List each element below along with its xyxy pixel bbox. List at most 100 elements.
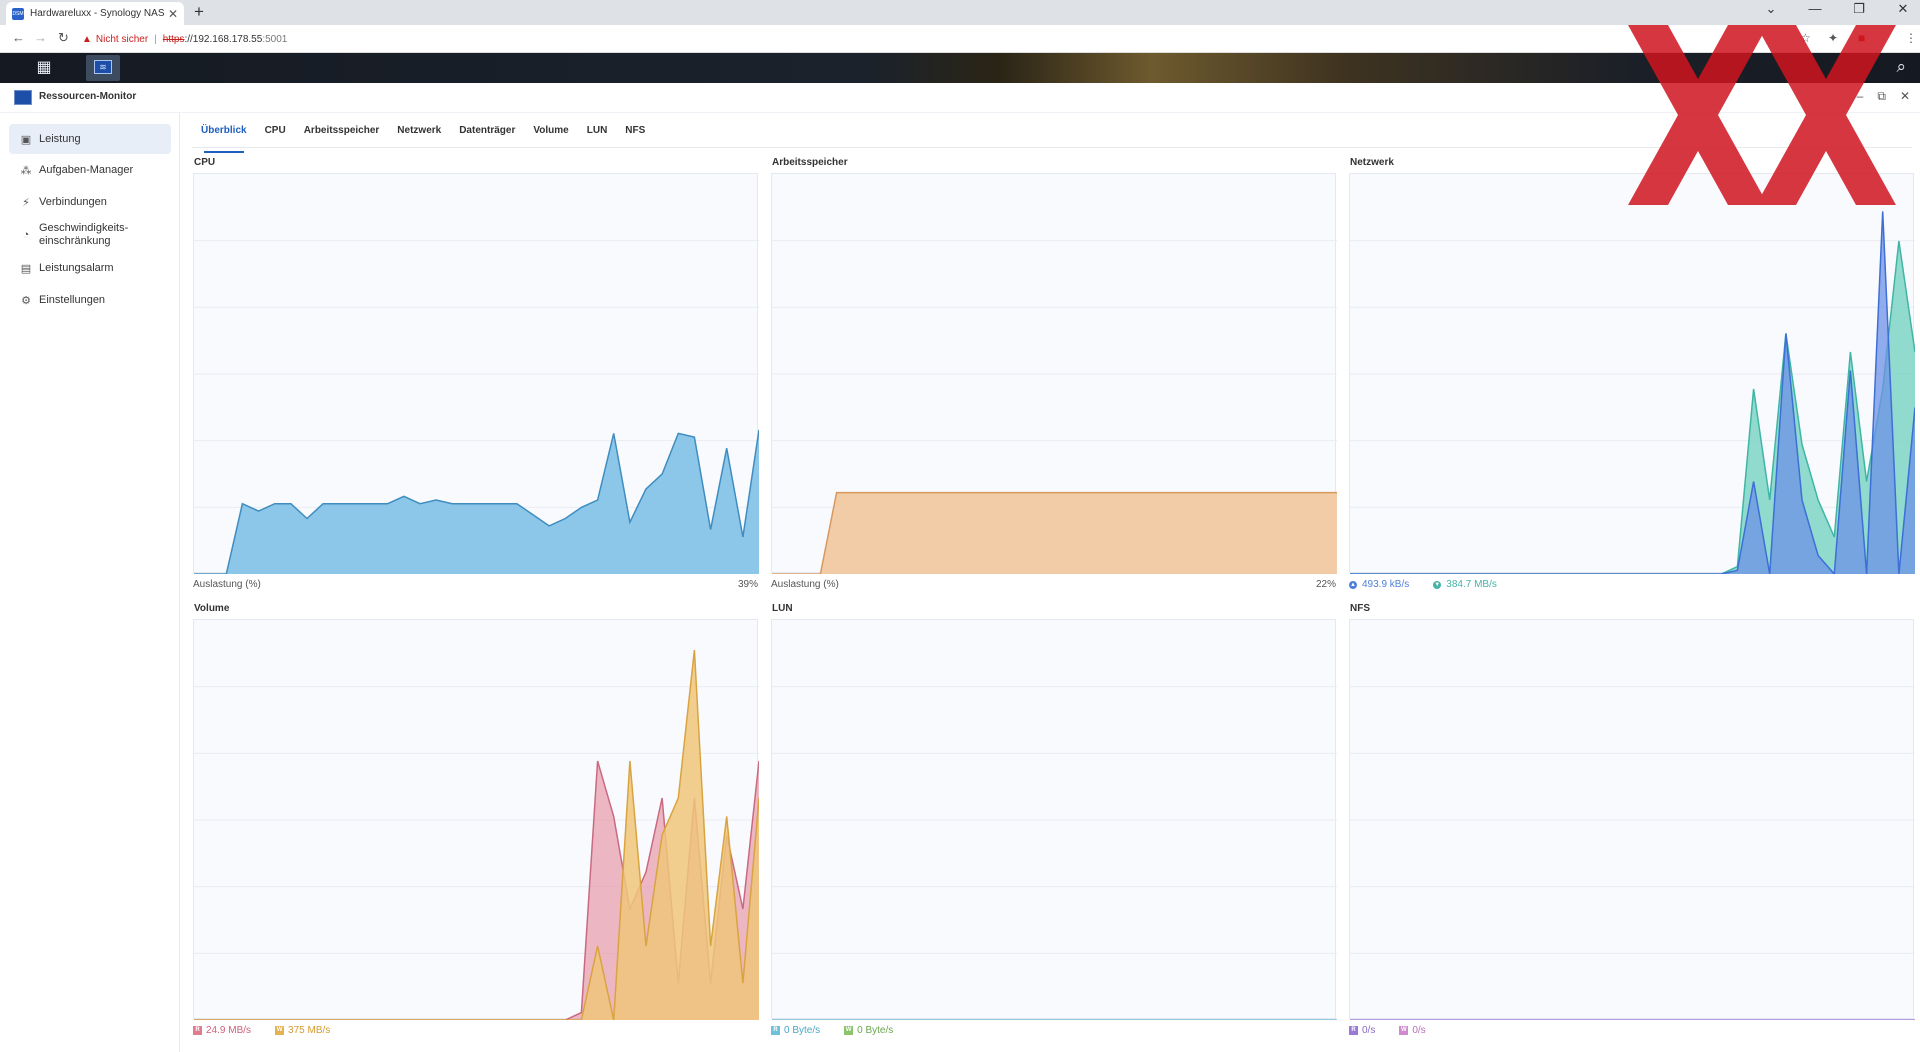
new-tab-button[interactable]: + (194, 2, 204, 21)
tab-volume[interactable]: Volume (533, 125, 569, 136)
sidebar-item-label: Aufgaben-Manager (39, 164, 134, 176)
tab-nfs[interactable]: NFS (625, 125, 646, 136)
download-arrow-icon: ▼ (1433, 580, 1442, 589)
sidebar-item-label-multiline: Geschwindigkeits- einschränkung (39, 222, 128, 248)
series-area-0 (194, 429, 759, 574)
sidebar-item-verbindungen[interactable]: ⚡ Verbindungen (9, 187, 171, 217)
read-badge-icon: R (193, 1026, 202, 1035)
extension-red-icon[interactable]: ■ (1858, 31, 1866, 45)
sidebar-item-aufgaben-manager[interactable]: ⁂ Aufgaben-Manager (9, 155, 171, 185)
window-minimize-icon[interactable]: – (1856, 89, 1864, 103)
sidebar-item-label: Verbindungen (39, 196, 107, 208)
search-icon[interactable]: ⌕ (1896, 57, 1906, 76)
series-area-0 (194, 650, 759, 1020)
window-maximize-icon[interactable]: ⧉ (1877, 89, 1886, 103)
dsm-favicon-icon: DSM (12, 7, 24, 20)
upload-arrow-icon: ▲ (1349, 580, 1357, 589)
network-upload-legend: ▲ 493.9 kB/s (1349, 579, 1409, 590)
memory-chart (771, 173, 1337, 574)
nfs-read-value: 0/s (1362, 1025, 1376, 1036)
reload-icon[interactable]: ↻ (58, 30, 69, 45)
tasks-icon: ⁂ (20, 164, 32, 177)
series-line-1 (1350, 211, 1915, 574)
window-controls: ⌄ — ❐ ✕ (1764, 1, 1910, 17)
nfs-chart (1349, 619, 1915, 1020)
lun-read-value: 0 Byte/s (784, 1025, 821, 1036)
browser-tab-bar: DSM Hardwareluxx - Synology NAS ✕ + ⌄ — … (0, 0, 1920, 25)
sidebar: ▣ Leistung ⁂ Aufgaben-Manager ⚡ Verbindu… (0, 113, 180, 1052)
volume-chart-svg (194, 649, 759, 1020)
sidebar-item-geschwindigkeitseinschraenkung[interactable]: ◔ Geschwindigkeits- einschränkung (9, 219, 171, 251)
back-icon[interactable]: ← (12, 30, 25, 45)
url-separator: | (154, 33, 157, 45)
lun-footer: R 0 Byte/s W 0 Byte/s (771, 1025, 1336, 1036)
write-badge-icon: W (1399, 1026, 1409, 1035)
panel-title: Volume (194, 603, 230, 614)
minimize-button[interactable]: — (1808, 1, 1822, 16)
series-line-0 (194, 649, 759, 1020)
nfs-write-value: 0/s (1412, 1025, 1426, 1036)
lun-chart (771, 619, 1337, 1020)
dsm-taskbar: ▦ ≋ ⌕ (0, 53, 1920, 83)
volume-read-value: 24.9 MB/s (206, 1025, 252, 1036)
gauge-icon: ◔ (22, 229, 30, 241)
browser-tab-title: Hardwareluxx - Synology NAS (30, 8, 165, 19)
sidebar-item-einstellungen[interactable]: ⚙ Einstellungen (9, 285, 171, 315)
tab-datentraeger[interactable]: Datenträger (459, 125, 516, 136)
browser-tab[interactable]: DSM Hardwareluxx - Synology NAS ✕ (6, 2, 184, 25)
sidebar-item-leistung[interactable]: ▣ Leistung (9, 124, 171, 154)
window-title: Ressourcen-Monitor (39, 91, 137, 102)
panel-title: Netzwerk (1350, 157, 1394, 168)
memory-footer: Auslastung (%) 22% (771, 579, 1336, 590)
close-tab-icon[interactable]: ✕ (167, 6, 178, 21)
browser-menu-icon[interactable]: ⋮ (1905, 31, 1917, 45)
sidebar-item-label: Leistungsalarm (39, 262, 114, 274)
resource-monitor-icon (14, 90, 32, 105)
memory-chart-svg (772, 240, 1337, 574)
sidebar-item-label-line1: Geschwindigkeits- (39, 222, 129, 234)
network-download-value: 384.7 MB/s (1446, 579, 1497, 590)
volume-write-legend: W 375 MB/s (275, 1025, 330, 1036)
gear-icon: ⚙ (21, 294, 31, 307)
series-area-0 (772, 492, 1337, 574)
write-badge-icon: W (275, 1026, 285, 1035)
url-port: :5001 (262, 33, 288, 45)
chart-icon: ▣ (20, 133, 32, 146)
sidebar-item-leistungsalarm[interactable]: ▤ Leistungsalarm (9, 253, 171, 283)
network-footer: ▲ 493.9 kB/s ▼ 384.7 MB/s (1349, 579, 1914, 590)
bookmark-star-icon[interactable]: ☆ (1800, 31, 1811, 45)
warning-icon: ▲ (82, 33, 92, 45)
sidebar-item-label-line2: einschränkung (39, 235, 111, 247)
memory-usage-label: Auslastung (%) (771, 579, 839, 590)
extensions-icon[interactable]: ✦ (1828, 31, 1839, 45)
main-menu-icon[interactable]: ▦ (36, 59, 52, 76)
tab-search-icon[interactable]: ⌄ (1765, 1, 1777, 16)
window-titlebar: Ressourcen-Monitor – ⧉ ✕ (0, 83, 1920, 113)
series-area-1 (1350, 211, 1915, 574)
tab-netzwerk[interactable]: Netzwerk (397, 125, 442, 136)
tab-divider (192, 147, 1912, 148)
tab-arbeitsspeicher[interactable]: Arbeitsspeicher (303, 125, 380, 136)
tab-cpu[interactable]: CPU (264, 125, 286, 136)
tab-ueberblick[interactable]: Überblick (192, 125, 256, 153)
resource-monitor-taskbar-icon[interactable]: ≋ (86, 55, 120, 81)
window-close-icon[interactable]: ✕ (1899, 89, 1910, 103)
series-line-0 (194, 429, 759, 574)
tab-lun[interactable]: LUN (586, 125, 608, 136)
lun-write-legend: W 0 Byte/s (844, 1025, 893, 1036)
restore-button[interactable]: ❐ (1853, 1, 1865, 16)
not-secure-label[interactable]: Nicht sicher (95, 33, 149, 45)
network-chart-svg (1350, 211, 1915, 574)
volume-chart (193, 619, 759, 1020)
url-input[interactable]: ▲ Nicht sicher | https ://192.168.178.55… (82, 29, 1782, 49)
read-badge-icon: R (1349, 1026, 1358, 1035)
nfs-write-legend: W 0/s (1399, 1025, 1426, 1036)
network-chart (1349, 173, 1915, 574)
forward-icon[interactable]: → (34, 30, 47, 45)
series-area-0 (1350, 241, 1915, 574)
close-window-button[interactable]: ✕ (1897, 1, 1909, 16)
memory-usage-value: 22% (1315, 579, 1336, 590)
panel-title: LUN (772, 603, 793, 614)
read-badge-icon: R (771, 1026, 780, 1035)
network-download-legend: ▼ 384.7 MB/s (1433, 579, 1497, 590)
